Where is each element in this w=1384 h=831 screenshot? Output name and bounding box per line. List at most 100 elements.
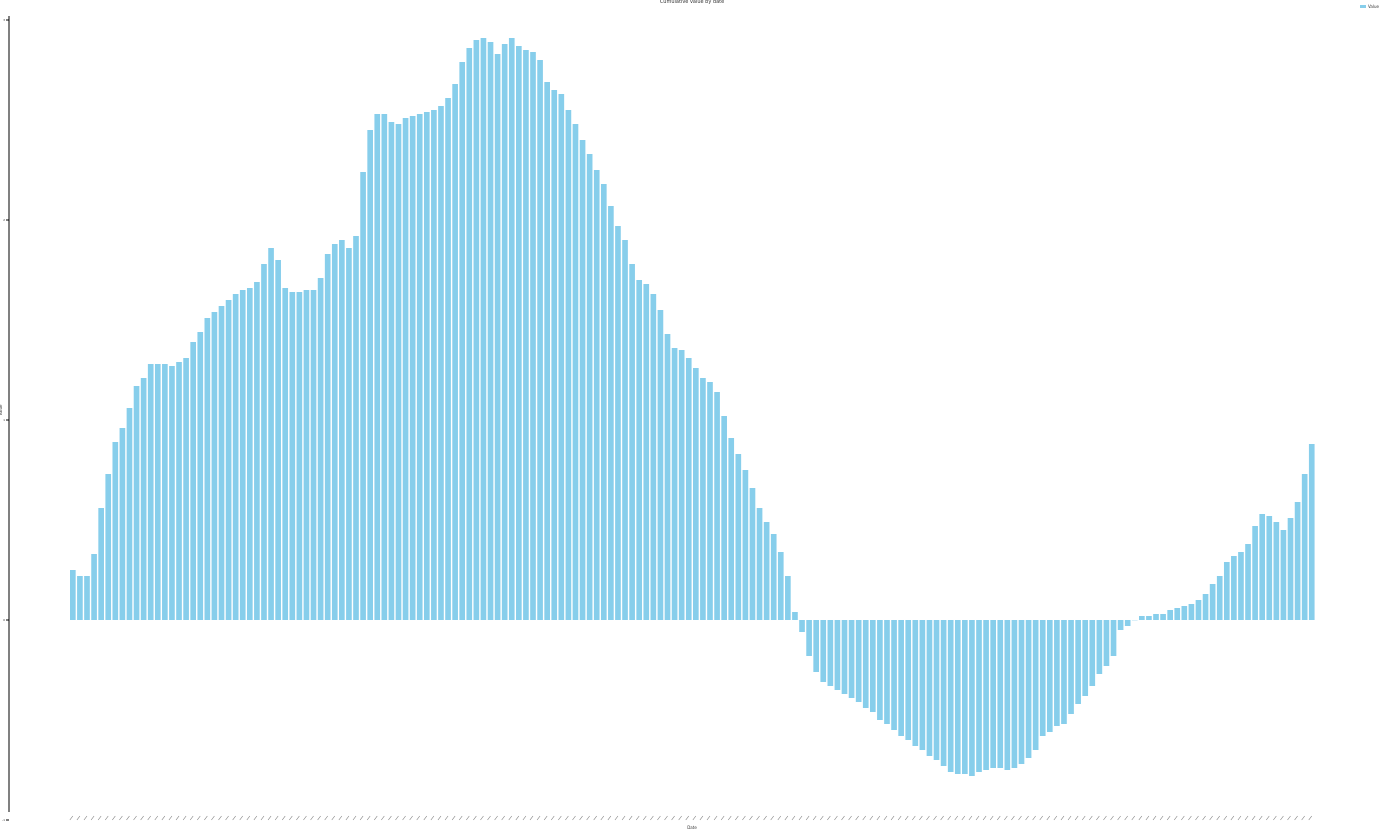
bar-143	[1082, 620, 1089, 696]
x-tick-59	[487, 815, 491, 821]
bar-101	[785, 576, 791, 620]
x-tick-34	[310, 815, 314, 821]
x-tick-133	[1011, 815, 1015, 821]
x-tick-54	[451, 815, 456, 821]
bar-3	[91, 554, 97, 620]
bar-112	[862, 620, 869, 708]
bar-136	[1032, 620, 1039, 750]
x-tick-76	[607, 815, 612, 821]
x-tick-145	[1096, 815, 1100, 821]
x-tick-96	[749, 815, 753, 821]
x-tick-24	[239, 815, 243, 821]
bar-75	[600, 184, 607, 620]
x-tick-57	[473, 815, 477, 821]
bar-137	[1039, 620, 1046, 736]
bar-23	[232, 294, 239, 620]
bar-152	[1146, 616, 1152, 620]
x-tick-11	[147, 815, 151, 821]
x-tick-94	[735, 815, 739, 821]
bar-87	[685, 358, 692, 620]
x-tick-47	[402, 815, 406, 821]
bar-166	[1245, 544, 1251, 620]
bar-36	[324, 254, 331, 620]
x-tick-98	[763, 815, 767, 821]
x-tick-115	[883, 815, 888, 821]
x-tick-102	[791, 815, 796, 821]
x-tick-19	[204, 815, 208, 821]
x-tick-50	[423, 815, 428, 821]
x-tick-122	[933, 815, 937, 821]
x-tick-46	[395, 815, 399, 821]
bar-13	[162, 364, 168, 620]
bar-107	[827, 620, 834, 686]
x-tick-97	[756, 815, 760, 821]
bar-81	[643, 284, 650, 620]
bar-35	[317, 278, 324, 620]
x-tick-161	[1209, 815, 1213, 821]
x-tick-45	[388, 815, 392, 821]
bar-126	[962, 620, 968, 774]
bar-29	[275, 260, 281, 620]
x-tick-82	[650, 815, 654, 821]
x-tick-58	[480, 815, 484, 821]
bar-132	[1004, 620, 1011, 770]
x-tick-146	[1103, 815, 1107, 821]
x-tick-72	[579, 815, 583, 821]
x-tick-0	[69, 815, 74, 821]
x-tick-136	[1032, 815, 1036, 821]
bar-65	[530, 52, 536, 620]
x-tick-25	[246, 815, 251, 821]
x-tick-101	[784, 815, 789, 821]
bar-173	[1294, 502, 1301, 620]
bar-119	[912, 620, 919, 746]
y-axis-label: Value	[0, 404, 3, 416]
x-tick-85	[671, 815, 675, 821]
bar-90	[707, 382, 713, 620]
bar-110	[848, 620, 855, 698]
x-tick-135	[1025, 815, 1029, 821]
bar-33	[303, 290, 310, 620]
x-tick-8	[126, 815, 130, 821]
x-tick-77	[614, 815, 619, 821]
bar-160	[1202, 594, 1209, 620]
bar-6	[112, 442, 119, 620]
legend-label: Value	[1368, 4, 1380, 9]
x-tick-167	[1251, 815, 1256, 821]
x-tick-174	[1301, 815, 1305, 821]
bar-158	[1188, 604, 1195, 620]
x-tick-40	[352, 815, 357, 821]
x-tick-61	[501, 815, 505, 821]
x-tick-132	[1004, 815, 1008, 821]
bar-50	[423, 112, 430, 620]
x-tick-131	[997, 815, 1001, 821]
x-tick-143	[1081, 815, 1086, 821]
x-tick-5	[104, 815, 109, 821]
bar-18	[197, 332, 204, 620]
y-tick-label-3: 2	[3, 218, 5, 222]
bar-159	[1195, 600, 1202, 620]
bar-147	[1110, 620, 1117, 656]
bar-73	[586, 154, 593, 620]
x-tick-116	[890, 815, 895, 821]
bar-66	[537, 60, 543, 620]
x-tick-129	[982, 815, 987, 821]
x-tick-157	[1181, 815, 1185, 821]
x-tick-27	[260, 815, 265, 821]
x-tick-10	[140, 815, 144, 821]
x-tick-165	[1237, 815, 1242, 821]
bar-8	[126, 408, 133, 620]
bar-77	[615, 226, 621, 620]
bar-67	[544, 82, 550, 620]
x-tick-137	[1039, 815, 1043, 821]
x-tick-100	[777, 815, 782, 821]
bar-108	[834, 620, 841, 690]
bar-60	[494, 54, 501, 620]
bar-104	[806, 620, 812, 656]
x-tick-124	[947, 815, 951, 821]
bar-175	[1308, 444, 1315, 620]
x-tick-142	[1074, 815, 1079, 821]
x-tick-51	[430, 815, 435, 821]
bar-57	[473, 40, 480, 620]
x-tick-81	[643, 815, 647, 821]
x-tick-141	[1067, 815, 1072, 821]
